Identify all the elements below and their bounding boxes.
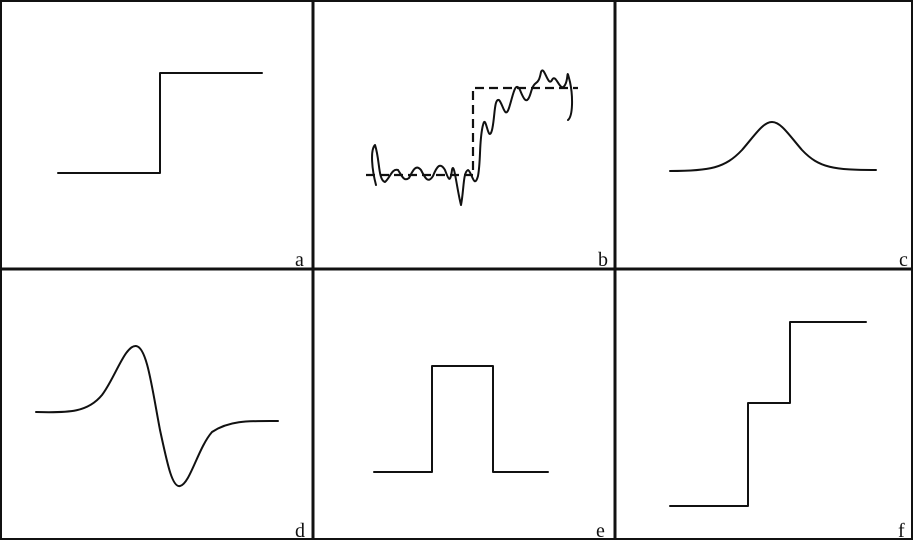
- gaussian-bump-curve: [669, 121, 877, 172]
- double-step-curve: [669, 321, 867, 507]
- rectangular-pulse-curve: [373, 365, 549, 473]
- panel-d: d: [35, 345, 305, 540]
- panel-label-e: e: [596, 520, 605, 540]
- panel-b: b: [366, 69, 608, 271]
- panel-label-f: f: [898, 520, 905, 540]
- panel-label-b: b: [598, 249, 608, 271]
- ideal-step-dashed: [366, 86, 578, 177]
- panel-label-d: d: [295, 520, 305, 540]
- panel-c: c: [669, 121, 908, 271]
- gaussian-derivative-curve: [35, 345, 279, 487]
- panel-label-c: c: [899, 249, 908, 271]
- step-curve: [57, 72, 263, 174]
- noisy-step-curve: [371, 69, 574, 206]
- panel-a: a: [57, 72, 304, 271]
- panel-f: f: [669, 321, 905, 540]
- panel-label-a: a: [295, 249, 304, 271]
- panel-e: e: [373, 365, 605, 540]
